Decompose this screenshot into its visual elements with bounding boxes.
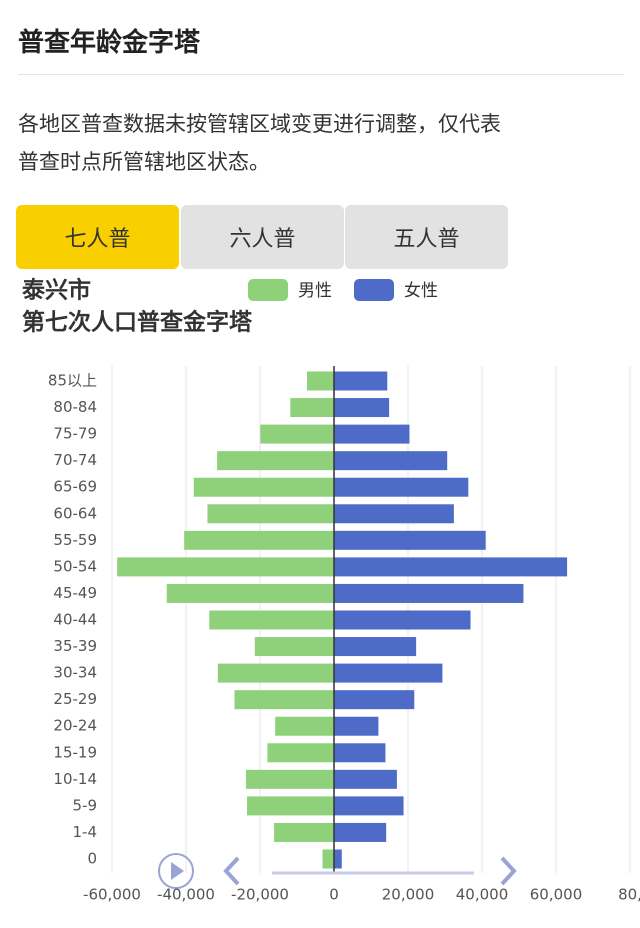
bar [334, 371, 388, 391]
page-title: 普查年龄金字塔 [18, 28, 201, 58]
bar [334, 822, 387, 842]
x-tick-label: -40,000 [157, 886, 215, 904]
y-tick-label: 40-44 [53, 611, 97, 629]
bar [334, 424, 410, 444]
x-tick-label: 20,000 [382, 886, 435, 904]
x-tick-label: -60,000 [83, 886, 141, 904]
legend-label: 女性 [404, 281, 438, 301]
bar [334, 796, 404, 816]
y-tick-label: 65-69 [53, 478, 97, 496]
prev-button[interactable] [223, 856, 240, 886]
y-tick-label: 10-14 [53, 770, 97, 788]
bar [184, 530, 334, 550]
x-tick-label: 0 [329, 886, 339, 904]
bar [166, 583, 334, 603]
bar [322, 849, 334, 869]
y-tick-label: 0 [87, 850, 97, 868]
x-tick-label: 40,000 [456, 886, 509, 904]
bar [334, 451, 448, 471]
play-icon [171, 862, 184, 880]
bar [334, 504, 454, 524]
y-tick-label: 50-54 [53, 557, 97, 575]
legend-label: 男性 [298, 281, 332, 301]
next-button[interactable] [500, 856, 517, 886]
bar [334, 663, 443, 683]
bar [254, 637, 334, 657]
y-tick-label: 60-64 [53, 504, 97, 522]
y-tick-label: 75-79 [53, 425, 97, 443]
legend-swatch [354, 279, 394, 301]
bar [234, 690, 334, 710]
y-tick-label: 1-4 [73, 823, 98, 841]
y-tick-label: 35-39 [53, 637, 97, 655]
description: 各地区普查数据未按管辖区域变更进行调整，仅代表 [18, 112, 501, 136]
bar [247, 796, 334, 816]
bar [275, 716, 334, 736]
legend-swatch [248, 279, 288, 301]
bar [334, 716, 379, 736]
bar [193, 477, 334, 497]
y-tick-label: 25-29 [53, 690, 97, 708]
bar [306, 371, 334, 391]
tab[interactable]: 五人普 [345, 205, 508, 269]
bar [334, 530, 486, 550]
chart-subtitle: 第七次人口普查金字塔 [22, 309, 253, 336]
x-tick-label: -20,000 [231, 886, 289, 904]
x-tick-label: 60,000 [530, 886, 583, 904]
description: 普查时点所管辖地区状态。 [18, 150, 270, 174]
bar [334, 690, 415, 710]
play-button[interactable] [158, 853, 194, 889]
bar [290, 398, 334, 418]
y-tick-label: 30-34 [53, 664, 97, 682]
playback-controls [158, 853, 517, 889]
bar [334, 637, 417, 657]
y-tick-label: 55-59 [53, 531, 97, 549]
y-tick-label: 5-9 [73, 796, 98, 814]
bar [217, 451, 334, 471]
y-tick-label: 70-74 [53, 451, 97, 469]
x-tick-label: 80, [618, 886, 640, 904]
divider [18, 74, 624, 75]
bar [209, 610, 334, 630]
tab[interactable]: 六人普 [181, 205, 344, 269]
bar [334, 849, 342, 869]
tab[interactable]: 七人普 [16, 205, 179, 269]
bar [334, 477, 469, 497]
y-tick-label: 80-84 [53, 398, 97, 416]
bar [334, 398, 390, 418]
bar [334, 769, 397, 789]
bar [267, 743, 334, 763]
bar [245, 769, 334, 789]
bar [334, 557, 568, 577]
bar [217, 663, 334, 683]
bar [334, 583, 524, 603]
y-tick-label: 85以上 [48, 372, 97, 390]
bar [274, 822, 334, 842]
bar [207, 504, 334, 524]
bar [117, 557, 335, 577]
y-tick-label: 45-49 [53, 584, 97, 602]
chart-title: 泰兴市 [21, 277, 91, 304]
y-tick-label: 20-24 [53, 717, 97, 735]
bar [334, 610, 471, 630]
bar [334, 743, 386, 763]
bar [260, 424, 334, 444]
y-tick-label: 15-19 [53, 743, 97, 761]
